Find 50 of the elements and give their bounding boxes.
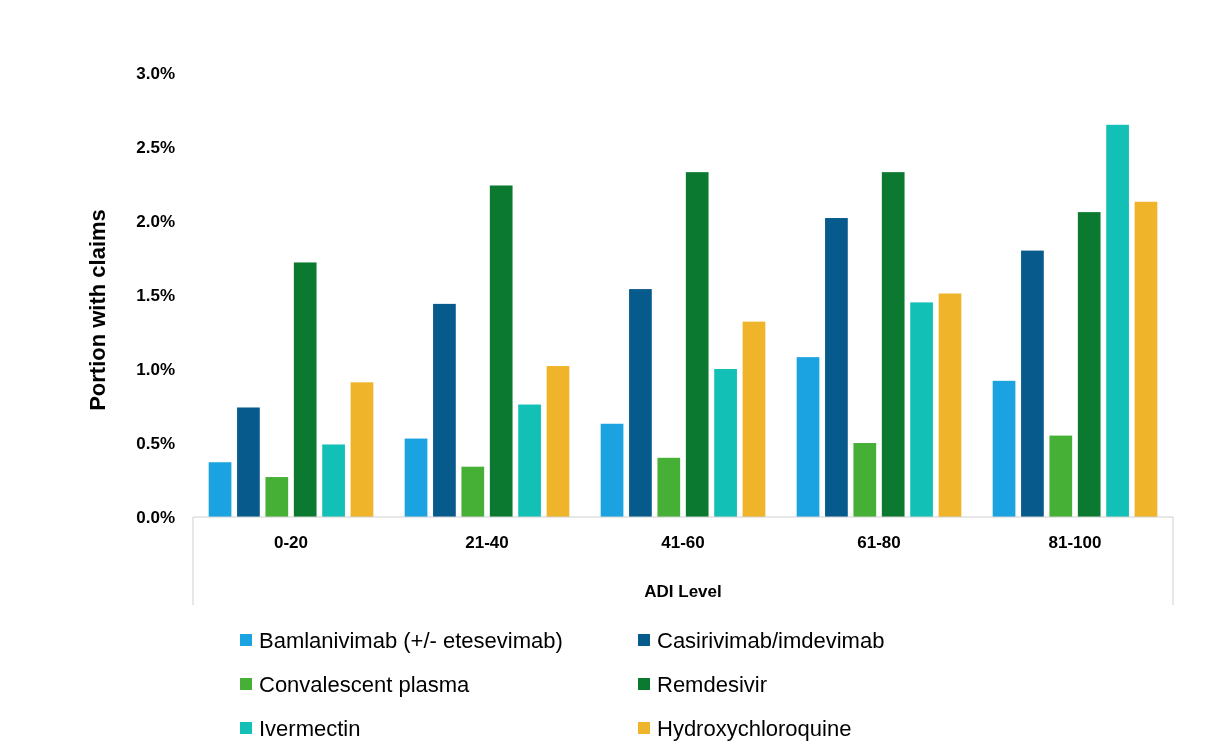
y-tick-label: 2.5% <box>136 137 175 157</box>
bar <box>350 382 374 517</box>
bar <box>742 321 766 517</box>
x-axis-title: ADI Level <box>644 582 722 601</box>
bar <box>1106 124 1129 517</box>
y-tick-label: 1.5% <box>136 285 175 305</box>
x-tick-label: 61-80 <box>857 533 901 552</box>
bar <box>322 444 345 517</box>
x-tick-label: 81-100 <box>1048 533 1102 552</box>
legend-label: Hydroxychloroquine <box>657 715 852 741</box>
y-tick-label: 3.0% <box>136 63 175 83</box>
y-axis-title: Portion with claims <box>85 209 110 411</box>
bar <box>629 289 652 517</box>
bar <box>404 438 428 517</box>
legend-label: Remdesivir <box>657 671 768 697</box>
bar <box>938 293 962 517</box>
bar <box>657 457 681 517</box>
bar <box>853 443 877 517</box>
y-tick-label: 1.0% <box>136 359 175 379</box>
bar <box>1077 212 1101 517</box>
legend-label: Bamlanivimab (+/- etesevimab) <box>259 627 563 653</box>
y-tick-label: 2.0% <box>136 211 175 231</box>
bar <box>208 462 232 517</box>
bar <box>796 357 820 517</box>
bar <box>881 172 905 517</box>
x-tick-label: 0-20 <box>273 533 309 552</box>
bar <box>265 477 289 517</box>
bar <box>825 218 848 517</box>
x-tick-label: 21-40 <box>465 533 509 552</box>
y-tick-label: 0.5% <box>136 433 175 453</box>
bar <box>1134 201 1158 517</box>
y-tick-label: 0.0% <box>136 507 175 527</box>
legend-label: Convalescent plasma <box>259 671 471 697</box>
bar <box>714 369 737 517</box>
bar <box>685 172 709 517</box>
bar <box>489 185 513 517</box>
bar <box>461 466 485 517</box>
bar <box>433 303 456 517</box>
bar <box>237 407 260 517</box>
bar <box>293 262 317 517</box>
x-tick-label: 41-60 <box>661 533 705 552</box>
bar <box>600 423 624 517</box>
bar <box>1021 250 1044 517</box>
legend-label: Casirivimab/imdevimab <box>657 627 885 653</box>
bar <box>1049 435 1073 517</box>
bar <box>518 404 541 517</box>
bar <box>910 302 933 517</box>
bar <box>546 366 570 517</box>
legend-label: Ivermectin <box>259 715 361 741</box>
bar <box>992 380 1016 517</box>
